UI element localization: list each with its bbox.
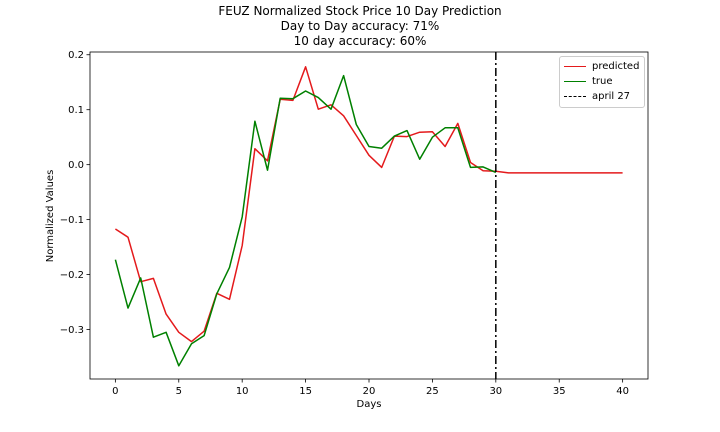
y-tick-label: −0.1: [60, 215, 84, 226]
legend-label-april-27: april 27: [592, 90, 631, 102]
legend: predicted true april 27: [559, 56, 645, 108]
x-axis-label: Days: [357, 399, 382, 410]
x-tick-label: 10: [236, 386, 249, 397]
legend-label-predicted: predicted: [592, 60, 640, 72]
x-tick-label: 30: [489, 386, 502, 397]
legend-swatch-predicted: [564, 65, 586, 67]
y-axis-label: Normalized Values: [45, 170, 56, 263]
series-layer: [114, 52, 623, 379]
axes-layer: 0 5 10 15 20 25 30 35 40 −0.3 −0.2 −0.1 0.0 0.1 0.2: [60, 50, 649, 397]
chart-title: FEUZ Normalized Stock Price 10 Day Predi…: [0, 4, 720, 49]
legend-item-april-27: april 27: [564, 89, 630, 103]
legend-swatch-april-27: [564, 95, 586, 97]
x-tick-label: 15: [299, 386, 312, 397]
series-line-predicted: [114, 66, 623, 343]
title-line-1: FEUZ Normalized Stock Price 10 Day Predi…: [218, 4, 502, 18]
y-tick-label: 0.2: [68, 50, 84, 61]
title-line-3: 10 day accuracy: 60%: [293, 34, 427, 48]
x-tick-label: 35: [553, 386, 566, 397]
title-line-2: Day to Day accuracy: 71%: [280, 19, 440, 33]
series-line-true: [114, 74, 497, 367]
x-tick-label: 20: [363, 386, 376, 397]
x-tick-label: 5: [176, 386, 182, 397]
x-tick-label: 40: [616, 386, 629, 397]
y-tick-label: 0.1: [68, 105, 84, 116]
y-tick-label: 0.0: [68, 160, 84, 171]
legend-item-true: true: [564, 74, 613, 88]
x-tick-label: 0: [112, 386, 118, 397]
legend-swatch-true: [564, 80, 586, 82]
x-tick-label: 25: [426, 386, 439, 397]
legend-item-predicted: predicted: [564, 59, 639, 73]
y-tick-label: −0.2: [60, 270, 84, 281]
legend-label-true: true: [592, 75, 613, 87]
y-tick-label: −0.3: [60, 325, 84, 336]
